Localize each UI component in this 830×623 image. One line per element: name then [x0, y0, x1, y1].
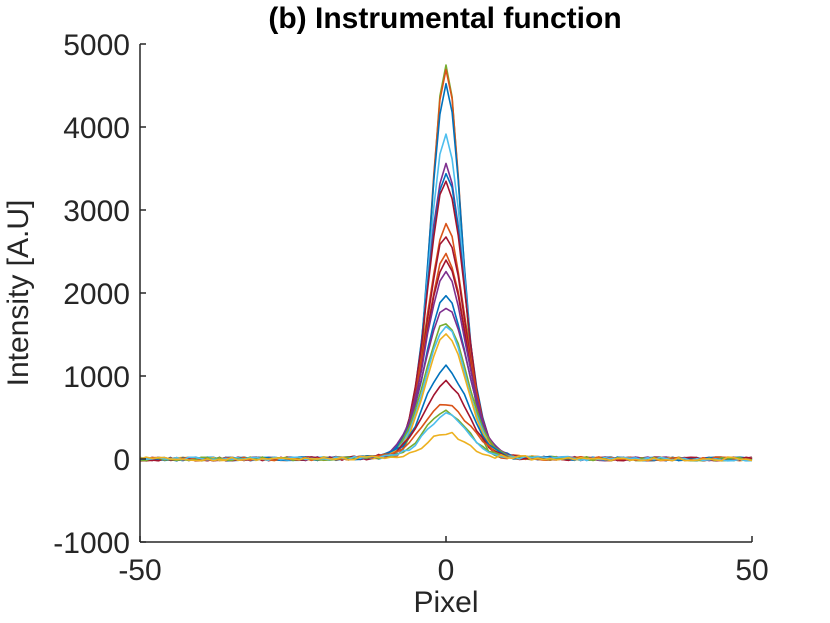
series-line	[139, 409, 753, 462]
x-tick-label: -50	[118, 554, 161, 587]
chart-title: (b) Instrumental function	[268, 2, 621, 35]
y-tick-label: 3000	[63, 195, 130, 228]
series-line	[139, 307, 753, 462]
series-line	[139, 172, 753, 462]
series-line	[139, 411, 753, 462]
y-tick-label: 5000	[63, 29, 130, 62]
series-line	[139, 222, 753, 462]
series-line	[139, 259, 753, 462]
series-line	[139, 294, 753, 462]
x-tick-label: 0	[438, 554, 455, 587]
ticks-group: -1000 0 1000 2000 3000 4000 5000 -50 0 50	[53, 29, 768, 587]
series-line	[139, 379, 753, 462]
series-line	[139, 333, 753, 462]
y-axis-label: Intensity [A.U]	[2, 200, 35, 387]
x-tick-label: 50	[735, 554, 768, 587]
y-tick-label: -1000	[53, 527, 130, 560]
series-line	[139, 431, 753, 462]
series-line	[139, 323, 753, 462]
series-line	[139, 325, 753, 462]
series-line	[139, 68, 753, 462]
y-tick-label: 2000	[63, 278, 130, 311]
x-axis-label: Pixel	[413, 586, 478, 619]
series-line	[139, 236, 753, 462]
y-tick-label: 0	[113, 444, 130, 477]
y-tick-label: 4000	[63, 112, 130, 145]
series-line	[139, 252, 753, 462]
series-line	[139, 64, 753, 462]
series-group	[139, 64, 753, 462]
y-tick-label: 1000	[63, 361, 130, 394]
series-line	[139, 162, 753, 462]
